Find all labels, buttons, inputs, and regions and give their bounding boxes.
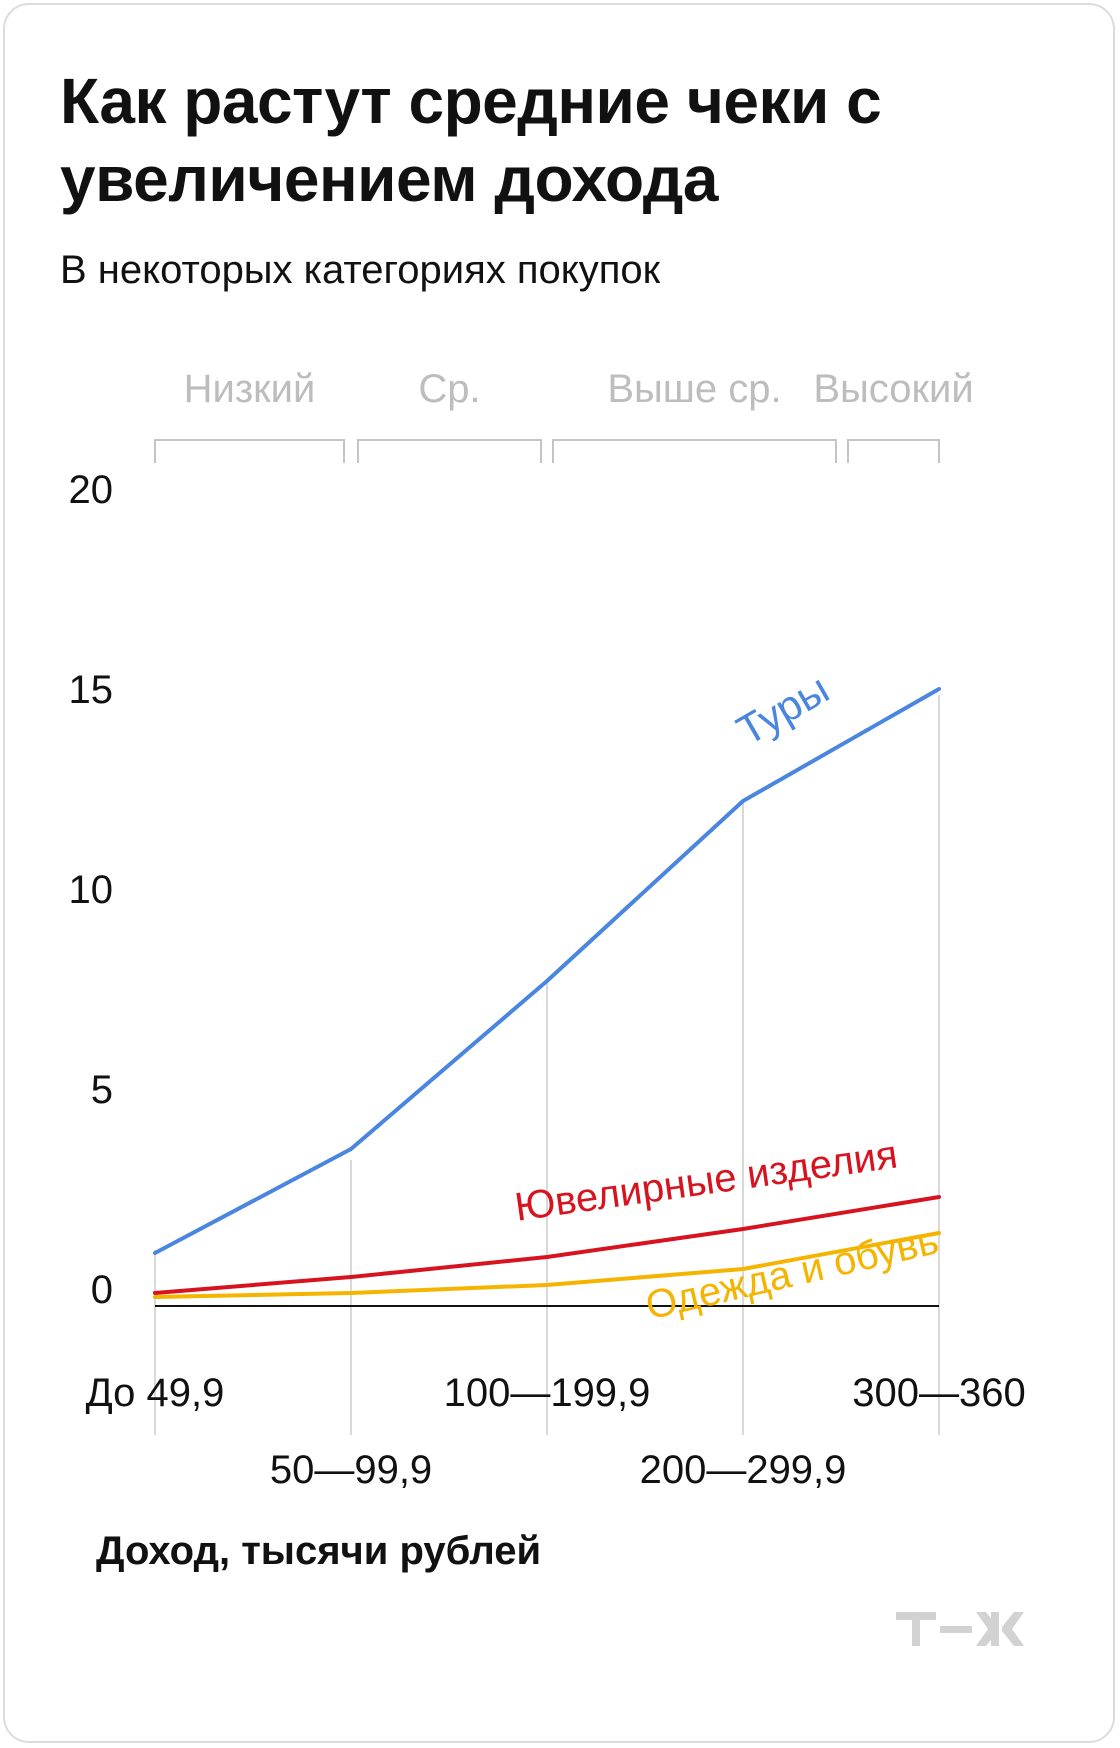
chart-subtitle: В некоторых категориях покупок xyxy=(60,248,661,292)
income-group-label: Высокий xyxy=(813,367,973,411)
income-group-bracket xyxy=(357,439,542,463)
series-line-clothing xyxy=(153,1231,941,1299)
x-tick-label: 200—299,9 xyxy=(640,1448,847,1492)
x-tick-label: 100—199,9 xyxy=(444,1371,651,1415)
x-tick-label: 300—360 xyxy=(852,1371,1025,1415)
income-group-label: Низкий xyxy=(184,367,316,411)
y-tick-label: 0 xyxy=(91,1268,113,1312)
y-tick-label: 20 xyxy=(69,468,114,512)
x-axis-title: Доход, тысячи рублей xyxy=(96,1529,542,1573)
income-group-bracket xyxy=(154,439,345,463)
series-line-tours xyxy=(153,687,941,1255)
x-tick-label: До 49,9 xyxy=(86,1371,225,1415)
y-tick-label: 10 xyxy=(69,868,114,912)
tzh-logo-icon xyxy=(896,1612,1024,1646)
chart-title: Как растут средние чеки с увеличением до… xyxy=(60,65,882,215)
x-tick-label: 50—99,9 xyxy=(270,1448,432,1492)
income-group-bracket xyxy=(552,439,837,463)
income-group-label: Ср. xyxy=(418,367,480,411)
y-tick-label: 15 xyxy=(69,668,114,712)
income-group-label: Выше ср. xyxy=(607,367,781,411)
series-label-tours: Туры xyxy=(729,665,837,754)
series-label-jewelry: Ювелирные изделия xyxy=(512,1133,900,1230)
series-line-jewelry xyxy=(153,1195,941,1295)
chart-card xyxy=(3,3,1115,1743)
y-tick-label: 5 xyxy=(91,1068,113,1112)
income-group-bracket xyxy=(847,439,940,463)
